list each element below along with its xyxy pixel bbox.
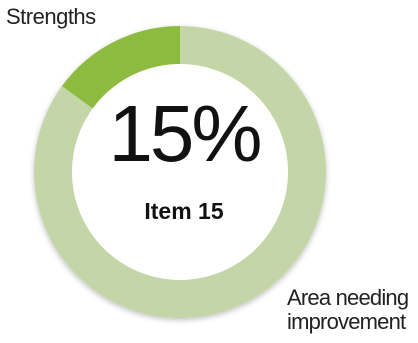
slice-label-area-needing-improvement: Area needing improvement (287, 285, 409, 334)
donut-hole (72, 64, 288, 280)
slice-label-strengths: Strengths (6, 4, 96, 29)
center-label: Item 15 (144, 198, 224, 224)
center-value: 15% (108, 89, 262, 178)
